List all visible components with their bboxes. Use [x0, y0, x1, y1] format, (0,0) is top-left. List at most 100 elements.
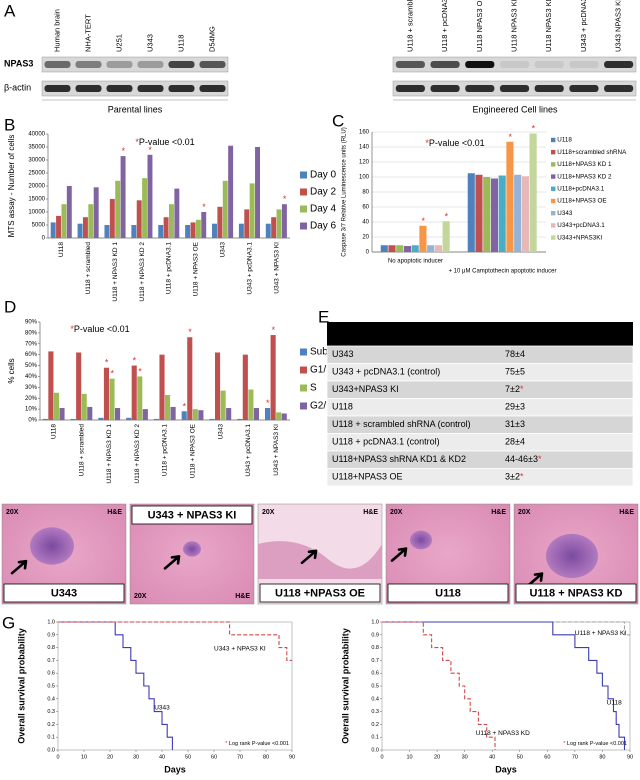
significance-star: * [272, 325, 276, 335]
chart-note: *P-value <0.01 [425, 138, 484, 148]
bar [109, 199, 115, 238]
y-tick-label: 20 [362, 235, 369, 241]
tissue-section [258, 541, 382, 579]
y-axis-label: Overall survival probability [340, 628, 350, 744]
x-tick-label: U343 + pcDNA3.1 [246, 242, 253, 295]
bar [131, 225, 137, 238]
table-cell: 7±2* [505, 384, 524, 394]
legend-swatch [300, 384, 307, 392]
chart-note: *P-value <0.01 [70, 324, 129, 334]
stain: H&E [363, 509, 378, 516]
legend-label: U118+NPAS3 OE [557, 198, 606, 205]
y-tick-label: 60% [25, 352, 38, 358]
x-tick-label: U118 + NPAS3 KD 1 [112, 242, 119, 302]
bar [434, 245, 442, 252]
table-cell: 3±2* [505, 472, 524, 482]
table-cell: U118 [332, 402, 353, 412]
x-axis-label: Days [495, 764, 517, 774]
legend-swatch [551, 235, 556, 240]
magnification: 20X [134, 593, 147, 600]
table-cell: 29±3 [505, 402, 525, 412]
bar [185, 225, 191, 238]
y-tick-label: 0.5 [371, 683, 379, 689]
band [430, 61, 460, 68]
y-tick-label: 0.9 [47, 632, 55, 638]
x-tick-label: 60 [211, 754, 217, 760]
blot-caption: Parental lines [108, 104, 163, 114]
bar [237, 418, 243, 420]
x-tick-label: 50 [185, 754, 191, 760]
blot-strip [392, 56, 637, 73]
x-tick-label: 70 [237, 754, 243, 760]
legend-label: Day 6 [310, 221, 337, 232]
significance-star: * [188, 328, 192, 338]
bar [198, 410, 204, 420]
x-tick-label: 40 [159, 754, 165, 760]
lane-label: U118 + pcDNA3.1 [440, 0, 449, 52]
y-tick-label: 100 [359, 175, 370, 181]
bar [483, 177, 491, 252]
legend-label: U118 [557, 137, 572, 144]
bar [93, 187, 99, 238]
y-tick-label: 0.2 [371, 722, 379, 728]
histology-label: U118 [435, 587, 461, 599]
bar [411, 245, 419, 252]
y-tick-label: 120 [359, 160, 370, 166]
bar [82, 217, 88, 238]
tumor-region [410, 530, 432, 550]
panel-label: B [4, 115, 15, 134]
band [137, 85, 164, 92]
legend-swatch [551, 198, 556, 204]
significance-star: * [122, 146, 126, 156]
table-cell: U118 + scrambled shRNA (control) [332, 419, 471, 429]
panel-label: G [2, 613, 15, 632]
histology-label: U118 + NPAS3 KD [529, 587, 622, 599]
x-tick-label: 70 [572, 754, 578, 760]
magnification: 20X [518, 509, 531, 516]
bar [87, 406, 93, 420]
blot-strip [41, 80, 229, 97]
x-tick-label: 20 [107, 754, 113, 760]
tumor-region [30, 527, 74, 565]
bar [228, 145, 234, 238]
bar [396, 245, 404, 252]
magnification: 20X [390, 509, 403, 516]
bar [153, 418, 159, 420]
significance-star: * [183, 402, 187, 412]
label-box [515, 583, 637, 603]
bar [104, 225, 110, 238]
x-tick-label: 10 [81, 754, 87, 760]
blot-row-label: β-actin [4, 82, 31, 92]
x-tick-label: U343 [219, 242, 226, 258]
y-tick-label: 0.3 [47, 709, 55, 715]
table-cell: 44-46±3* [505, 454, 542, 464]
bar [142, 409, 148, 420]
y-tick-label: 0% [28, 418, 37, 424]
band [168, 61, 195, 68]
lane-label: U118 NPAS3 KD1 [509, 0, 518, 52]
y-tick-label: 30% [25, 385, 38, 391]
lane-label: NHA-TERT [83, 14, 92, 52]
bar [50, 222, 56, 238]
y-tick-label: 0 [42, 236, 46, 242]
x-tick-label: U343 + NPAS3 KI [273, 424, 280, 476]
bar [242, 354, 248, 420]
bar [53, 392, 59, 420]
table-header: % soft agarose clones [505, 329, 611, 340]
series-label: U118 + NPAS3 KD [476, 730, 530, 737]
table-cell: U343+NPAS3 KI [332, 384, 399, 394]
table-cell: U118 + pcDNA3.1 (control) [332, 437, 440, 447]
y-tick-label: 1.0 [47, 619, 55, 625]
label-box [131, 505, 253, 525]
band [44, 61, 71, 68]
y-axis-label: Caspase 3/7 Relative Luminescence units … [342, 127, 348, 256]
significance-star: * [421, 216, 425, 226]
label-box [3, 583, 125, 603]
x-tick-label: 10 [406, 754, 412, 760]
bar [238, 223, 244, 238]
table-cell: 31±3 [505, 419, 525, 429]
bar [276, 412, 282, 420]
band [106, 85, 133, 92]
